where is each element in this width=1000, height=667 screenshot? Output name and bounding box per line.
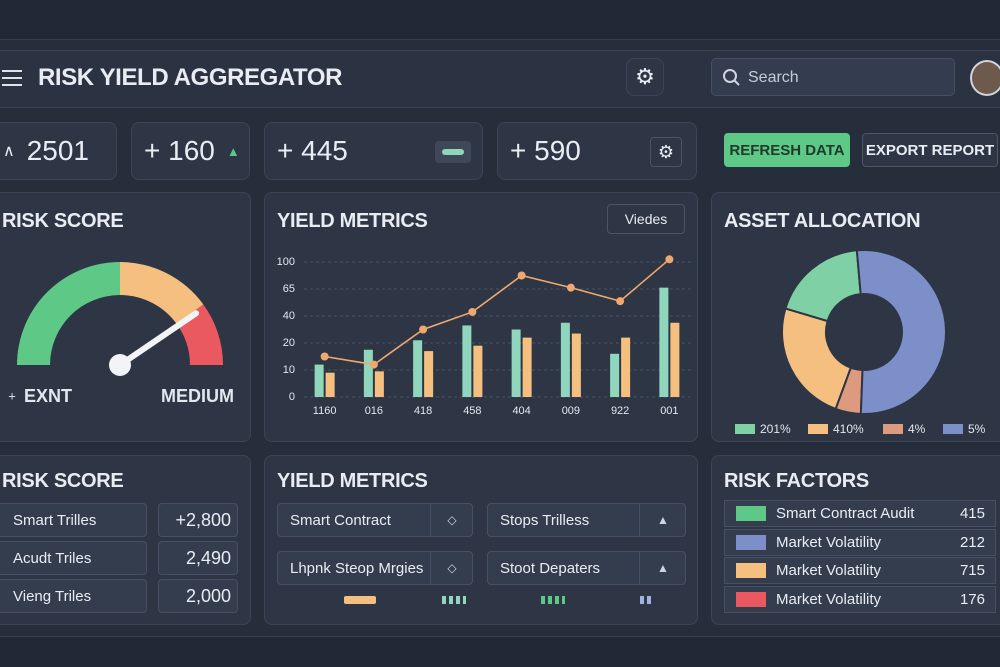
avatar[interactable] <box>970 60 1000 96</box>
factor-name: Market Volatility <box>776 562 882 579</box>
bottom-strip <box>0 636 1000 667</box>
control-icon[interactable]: ◇ <box>430 503 473 537</box>
control-icon[interactable]: ◇ <box>430 551 473 585</box>
control-icon[interactable]: ▲ <box>639 503 686 537</box>
factor-row <box>724 557 996 584</box>
indicator <box>541 596 565 604</box>
kpi-card: + 160 ▲ <box>131 122 250 180</box>
search-icon <box>723 69 740 86</box>
search-placeholder: Search <box>748 69 799 86</box>
factor-value: 415 <box>959 505 985 522</box>
indicator <box>640 596 654 604</box>
kpi-card: + 445 <box>264 122 483 180</box>
factor-name: Smart Contract Audit <box>776 505 915 522</box>
factor-name: Market Volatility <box>776 590 882 608</box>
factor-value: 212 <box>959 533 985 551</box>
row-label: Smart Trilles <box>0 503 147 537</box>
factor-value: 176 <box>959 590 985 608</box>
control-icon[interactable]: ▲ <box>639 551 686 585</box>
factor-row <box>724 585 996 613</box>
factor-swatch <box>736 534 766 550</box>
view-button[interactable]: Viedes <box>607 204 685 234</box>
top-strip <box>0 0 1000 40</box>
indicator <box>442 596 466 604</box>
indicator <box>344 596 376 604</box>
control-button[interactable]: Smart Contract <box>277 503 473 537</box>
panel-title: YIELD METRICS <box>277 470 428 492</box>
panel-title: RISK SCORE <box>2 210 124 232</box>
row-label: Acudt Triles <box>0 541 147 575</box>
settings-button[interactable]: ⚙ <box>626 58 664 96</box>
factor-name: Market Volatility <box>776 533 882 551</box>
row-value: +2,800 <box>158 503 238 537</box>
settings-icon[interactable]: ⚙ <box>650 137 682 167</box>
trend-up-icon: ▲ <box>226 143 240 159</box>
row-label: Vieng Triles <box>0 579 147 613</box>
kpi-value: + 590 <box>510 135 581 166</box>
control-button[interactable]: Lhpnk Steop Mrgies <box>277 551 473 585</box>
toggle-icon[interactable] <box>435 141 471 163</box>
factor-swatch <box>736 591 766 607</box>
kpi-icon: ∧ <box>3 143 15 160</box>
panel-title: RISK FACTORS <box>724 470 869 492</box>
refresh-button[interactable]: REFRESH DATA <box>724 133 850 167</box>
panel-title: YIELD METRICS <box>277 210 428 232</box>
factor-swatch <box>736 506 766 521</box>
factor-value: 715 <box>959 562 985 579</box>
search-box[interactable]: Search <box>711 58 955 96</box>
row-value: 2,490 <box>158 541 238 575</box>
export-button[interactable]: EXPORT REPORT <box>862 133 998 167</box>
app-title: RISK YIELD AGGREGATOR <box>38 64 343 91</box>
factor-row <box>724 528 996 556</box>
yield-controls-panel <box>264 455 698 625</box>
kpi-card: + 590 ⚙ <box>497 122 697 180</box>
kpi-value: + 445 <box>277 135 348 166</box>
kpi-value: 2501 <box>26 135 90 166</box>
row-value: 2,000 <box>158 579 238 613</box>
menu-icon[interactable] <box>2 70 22 86</box>
panel-title: ASSET ALLOCATION <box>724 210 921 232</box>
kpi-value: + 160 <box>144 135 215 166</box>
factor-row <box>724 500 996 527</box>
kpi-card: ∧ 2501 <box>0 122 117 180</box>
factor-swatch <box>736 563 766 578</box>
panel-title: RISK SCORE <box>2 470 124 492</box>
control-button[interactable]: Stoot Depaters <box>487 551 686 585</box>
control-button[interactable]: Stops Trilless <box>487 503 686 537</box>
